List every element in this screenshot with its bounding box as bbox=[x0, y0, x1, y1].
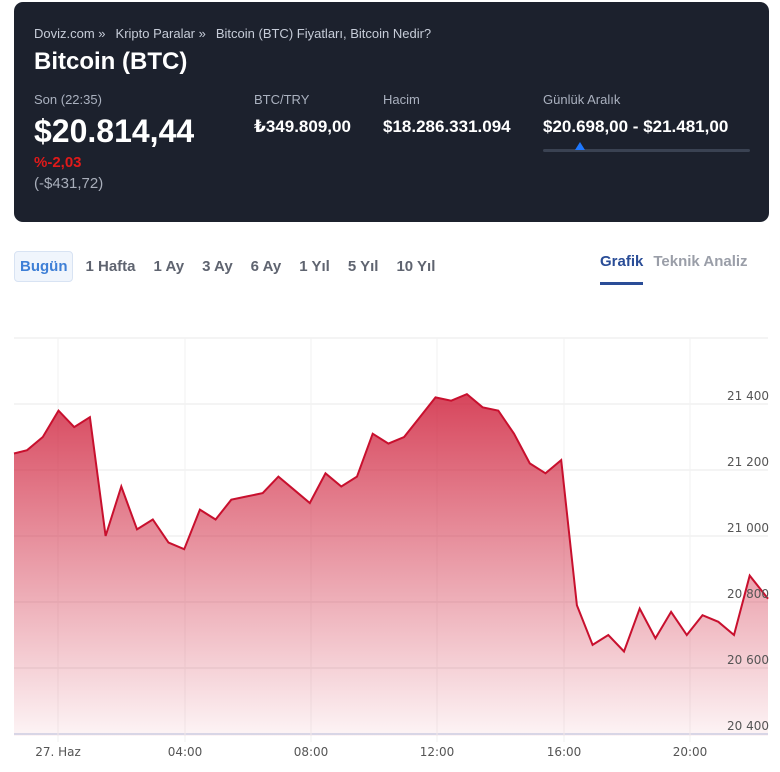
daily-range-value: $20.698,00 - $21.481,00 bbox=[543, 117, 729, 136]
svg-text:21 400: 21 400 bbox=[727, 389, 769, 403]
breadcrumb: Doviz.com » Kripto Paralar » Bitcoin (BT… bbox=[34, 26, 431, 41]
change-absolute: (-$431,72) bbox=[34, 175, 104, 192]
quote-header: Doviz.com » Kripto Paralar » Bitcoin (BT… bbox=[14, 2, 769, 222]
svg-text:20:00: 20:00 bbox=[673, 745, 708, 759]
x-axis-labels: 27. Haz 04:00 08:00 12:00 16:00 20:00 bbox=[35, 745, 707, 759]
tab-grafik[interactable]: Grafik bbox=[600, 253, 644, 285]
btc-try-value: ₺349.809,00 bbox=[254, 117, 351, 136]
volume-block: Hacim $18.286.331.094 bbox=[383, 92, 511, 137]
last-price-value: $20.814,44 bbox=[34, 113, 195, 149]
last-price-label: Son (22:35) bbox=[34, 92, 102, 107]
svg-text:20 600: 20 600 bbox=[727, 653, 769, 667]
period-today[interactable]: Bugün bbox=[14, 251, 74, 282]
page-title: Bitcoin (BTC) bbox=[34, 48, 188, 75]
last-price-block: Son (22:35) $20.814,44 %-2,03 (-$431,72) bbox=[34, 92, 194, 192]
daily-range-block: Günlük Aralık $20.698,00 - $21.481,00 bbox=[543, 92, 728, 137]
period-1-month[interactable]: 1 Ay bbox=[153, 258, 185, 275]
period-1-week[interactable]: 1 Hafta bbox=[85, 258, 136, 275]
btc-try-block: BTC/TRY ₺349.809,00 bbox=[254, 92, 351, 137]
daily-range-label: Günlük Aralık bbox=[543, 92, 621, 107]
period-6-months[interactable]: 6 Ay bbox=[250, 258, 282, 275]
volume-value: $18.286.331.094 bbox=[383, 117, 511, 136]
svg-text:04:00: 04:00 bbox=[168, 745, 203, 759]
period-5-years[interactable]: 5 Yıl bbox=[347, 258, 379, 275]
price-chart[interactable]: 20 400 20 600 20 800 21 000 21 200 21 400 27.… bbox=[0, 320, 780, 772]
svg-text:12:00: 12:00 bbox=[420, 745, 455, 759]
price-line bbox=[13, 392, 769, 654]
y-axis-labels: 20 400 20 600 20 800 21 000 21 200 21 400 bbox=[727, 389, 769, 733]
period-selector: Bugün 1 Hafta 1 Ay 3 Ay 6 Ay 1 Yıl 5 Yıl… bbox=[14, 251, 447, 282]
breadcrumb-kripto[interactable]: Kripto Paralar » bbox=[115, 26, 206, 41]
volume-label: Hacim bbox=[383, 92, 420, 107]
svg-text:20 800: 20 800 bbox=[727, 587, 769, 601]
range-marker-icon bbox=[575, 142, 585, 150]
breadcrumb-bitcoin[interactable]: Bitcoin (BTC) Fiyatları, Bitcoin Nedir? bbox=[215, 26, 432, 41]
change-percent: %-2,03 bbox=[34, 154, 82, 171]
breadcrumb-doviz[interactable]: Doviz.com » bbox=[34, 26, 106, 41]
period-10-years[interactable]: 10 Yıl bbox=[396, 258, 436, 275]
svg-text:08:00: 08:00 bbox=[294, 745, 329, 759]
svg-text:16:00: 16:00 bbox=[547, 745, 582, 759]
svg-text:21 000: 21 000 bbox=[727, 521, 769, 535]
period-1-year[interactable]: 1 Yıl bbox=[299, 258, 330, 275]
daily-range-bar bbox=[543, 142, 750, 152]
price-area bbox=[14, 394, 768, 736]
tab-teknik-analiz[interactable]: Teknik Analiz bbox=[653, 253, 748, 270]
svg-text:20 400: 20 400 bbox=[727, 719, 769, 733]
btc-try-label: BTC/TRY bbox=[254, 92, 310, 107]
svg-text:21 200: 21 200 bbox=[727, 455, 769, 469]
view-tabs: Grafik Teknik Analiz bbox=[600, 253, 748, 285]
svg-text:27. Haz: 27. Haz bbox=[35, 745, 81, 759]
period-3-months[interactable]: 3 Ay bbox=[202, 258, 233, 275]
